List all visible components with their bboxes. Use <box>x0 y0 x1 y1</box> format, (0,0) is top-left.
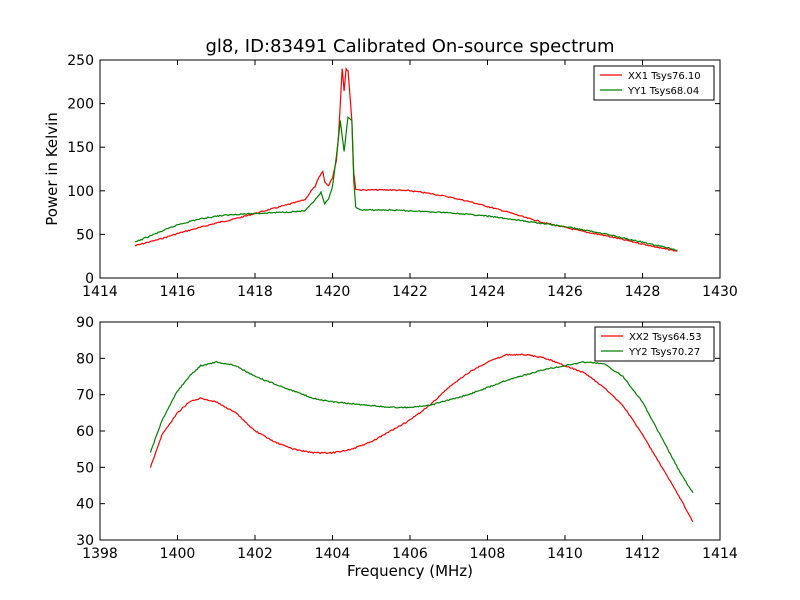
y-axis-label: Power in Kelvin <box>43 112 61 226</box>
plot-area: 1414 1416 1418 1420 1422 1424 1426 1428 1430 0 50 1… <box>67 53 738 300</box>
y-tick-label: 70 <box>76 388 94 404</box>
legend-label: XX2 Tsys64.53 <box>629 332 702 343</box>
legend-label: YY1 Tsys68.04 <box>627 86 699 97</box>
plot-area: 1398 1400 1402 1404 1406 1408 1410 1412 1414 30 40… <box>76 315 738 562</box>
x-tick-label: 1430 <box>702 284 738 300</box>
y-tick-label: 150 <box>67 140 94 156</box>
y-tick-label: 60 <box>76 424 94 440</box>
series-line-2 <box>149 360 694 494</box>
x-tick-label: 1402 <box>237 546 273 562</box>
x-tick-label: 1400 <box>160 546 196 562</box>
y-tick-label: 50 <box>76 227 94 243</box>
x-tick-label: 1424 <box>470 284 506 300</box>
x-tick-label: 1420 <box>315 284 351 300</box>
series-line-2 <box>134 116 678 252</box>
x-tick-label: 1406 <box>392 546 428 562</box>
x-tick-label: 1408 <box>470 546 506 562</box>
y-tick-label: 0 <box>85 271 94 287</box>
y-tick-label: 100 <box>67 184 94 200</box>
bottom-chart: Frequency (MHz) 1398 1400 1402 1404 1406 1408… <box>76 315 738 580</box>
y-tick-label: 30 <box>76 533 94 549</box>
legend-box <box>594 326 715 362</box>
x-tick-label: 1398 <box>82 546 118 562</box>
chart-title: gl8, ID:83491 Calibrated On-source spect… <box>205 36 614 57</box>
series-line-1 <box>149 353 694 523</box>
legend-box <box>593 65 715 101</box>
x-tick-label: 1416 <box>160 284 196 300</box>
x-tick-label: 1426 <box>547 284 583 300</box>
y-tick-label: 250 <box>67 53 94 69</box>
y-tick-label: 200 <box>67 97 94 113</box>
series-line-1 <box>134 67 678 252</box>
y-tick-label: 40 <box>76 497 94 513</box>
x-axis-label: Frequency (MHz) <box>347 562 473 580</box>
x-tick-label: 1414 <box>82 284 118 300</box>
y-tick-label: 50 <box>76 460 94 476</box>
legend: XX1 Tsys76.10 YY1 Tsys68.04 <box>593 65 715 101</box>
y-tick-label: 90 <box>76 315 94 331</box>
x-tick-label: 1404 <box>315 546 351 562</box>
x-tick-label: 1412 <box>625 546 661 562</box>
x-tick-label: 1418 <box>237 284 273 300</box>
x-tick-label: 1428 <box>625 284 661 300</box>
legend: XX2 Tsys64.53 YY2 Tsys70.27 <box>594 326 715 362</box>
legend-label: XX1 Tsys76.10 <box>628 71 701 82</box>
y-tick-label: 80 <box>76 351 94 367</box>
x-tick-label: 1414 <box>702 546 738 562</box>
legend-label: YY2 Tsys70.27 <box>628 347 700 358</box>
top-chart: gl8, ID:83491 Calibrated On-source spect… <box>43 36 738 300</box>
x-tick-label: 1422 <box>392 284 428 300</box>
x-tick-label: 1410 <box>547 546 583 562</box>
